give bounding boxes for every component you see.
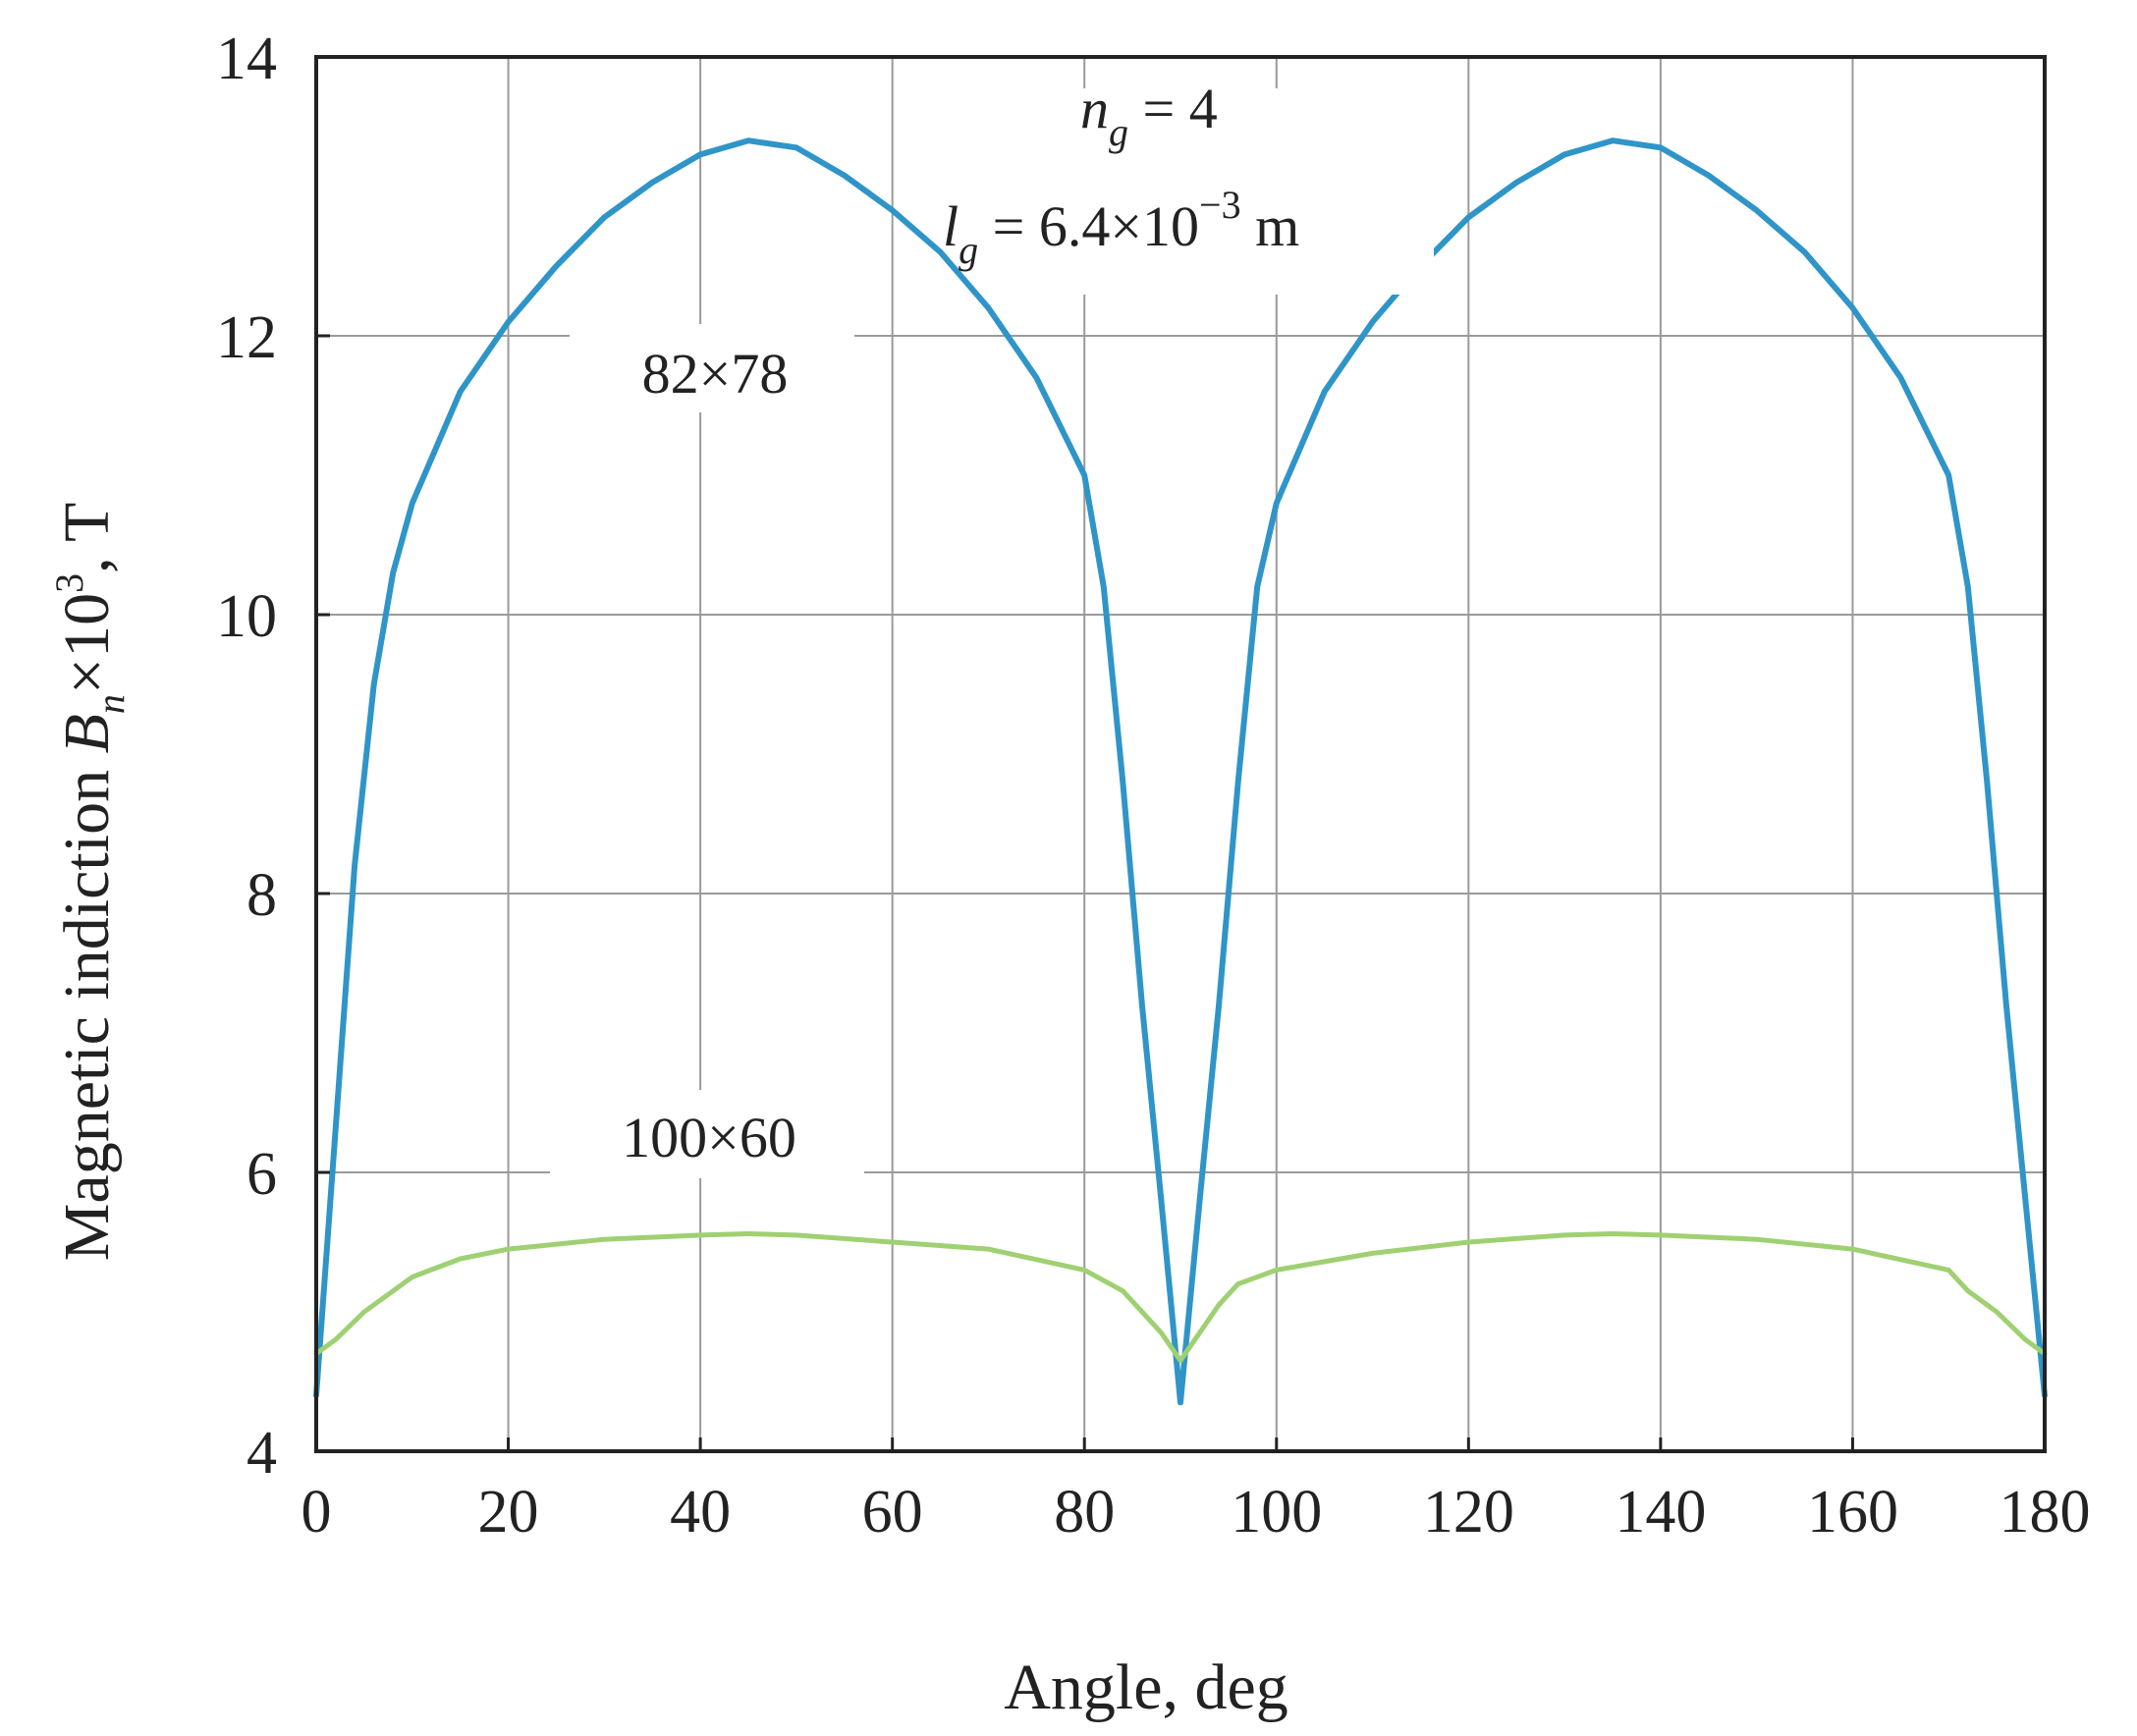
- annotation-lg-symbol: l: [943, 194, 959, 258]
- series-label-100x60-group: 100×60: [550, 1090, 864, 1178]
- y-tick-label: 6: [247, 1141, 277, 1208]
- plot-annotation: ng = 4 lg = 6.4×10−3 m: [943, 77, 1434, 295]
- annotation-ng-subscript: g: [1109, 110, 1128, 154]
- x-tick-label: 80: [1054, 1479, 1115, 1546]
- annotation-lg-unit: m: [1241, 194, 1300, 258]
- y-axis-title-exponent: 3: [47, 573, 91, 593]
- x-tick-label: 140: [1615, 1479, 1706, 1546]
- y-tick-label: 10: [216, 583, 277, 650]
- x-tick-label: 0: [301, 1479, 332, 1546]
- x-tick-label: 100: [1231, 1479, 1322, 1546]
- series-label-82x78: 82×78: [642, 342, 789, 406]
- series-label-100x60: 100×60: [622, 1106, 796, 1169]
- y-axis-title: Magnetic indiction Bn×103, T: [47, 503, 133, 1262]
- y-tick-label: 14: [216, 26, 277, 92]
- annotation-ng-value: = 4: [1128, 77, 1218, 140]
- y-tick-label: 4: [247, 1420, 277, 1487]
- y-axis-title-group: Magnetic indiction Bn×103, T: [47, 503, 133, 1262]
- tick-marks: [314, 55, 2047, 1453]
- y-axis-title-subscript: n: [88, 694, 133, 714]
- x-tick-label: 120: [1423, 1479, 1514, 1546]
- series-line-100x60: [313, 1231, 2048, 1364]
- y-axis-title-multiplier: ×10: [51, 593, 123, 694]
- x-tick-label: 20: [478, 1479, 539, 1546]
- series-label-82x78-group: 82×78: [570, 324, 854, 412]
- tick-labels: 0 20 40 60 80 100 120 140 160 180 4 6 8 10 12 14: [216, 26, 2091, 1546]
- annotation-lg-subscript: g: [959, 228, 978, 272]
- annotation-lg: lg = 6.4×10−3 m: [943, 183, 1299, 272]
- y-axis-title-unit: , T: [51, 503, 123, 573]
- plot-area-frame: [314, 55, 2047, 1453]
- x-tick-label: 40: [670, 1479, 731, 1546]
- y-tick-label: 8: [247, 862, 277, 929]
- y-tick-label: 12: [216, 304, 277, 371]
- x-tick-label: 60: [862, 1479, 923, 1546]
- annotation-ng-symbol: n: [1080, 77, 1109, 140]
- annotation-lg-exponent: −3: [1199, 183, 1241, 227]
- x-tick-label: 160: [1807, 1479, 1898, 1546]
- y-axis-title-prefix: Magnetic indiction: [51, 753, 123, 1261]
- series-line-82x78: [313, 137, 2048, 1406]
- x-tick-label: 180: [2000, 1479, 2091, 1546]
- y-axis-title-symbol: B: [51, 714, 123, 753]
- series-layer: [313, 137, 2048, 1406]
- annotation-ng: ng = 4: [1080, 77, 1218, 154]
- annotation-lg-value: = 6.4×10: [978, 194, 1199, 258]
- x-axis-title: Angle, deg: [1004, 1652, 1288, 1723]
